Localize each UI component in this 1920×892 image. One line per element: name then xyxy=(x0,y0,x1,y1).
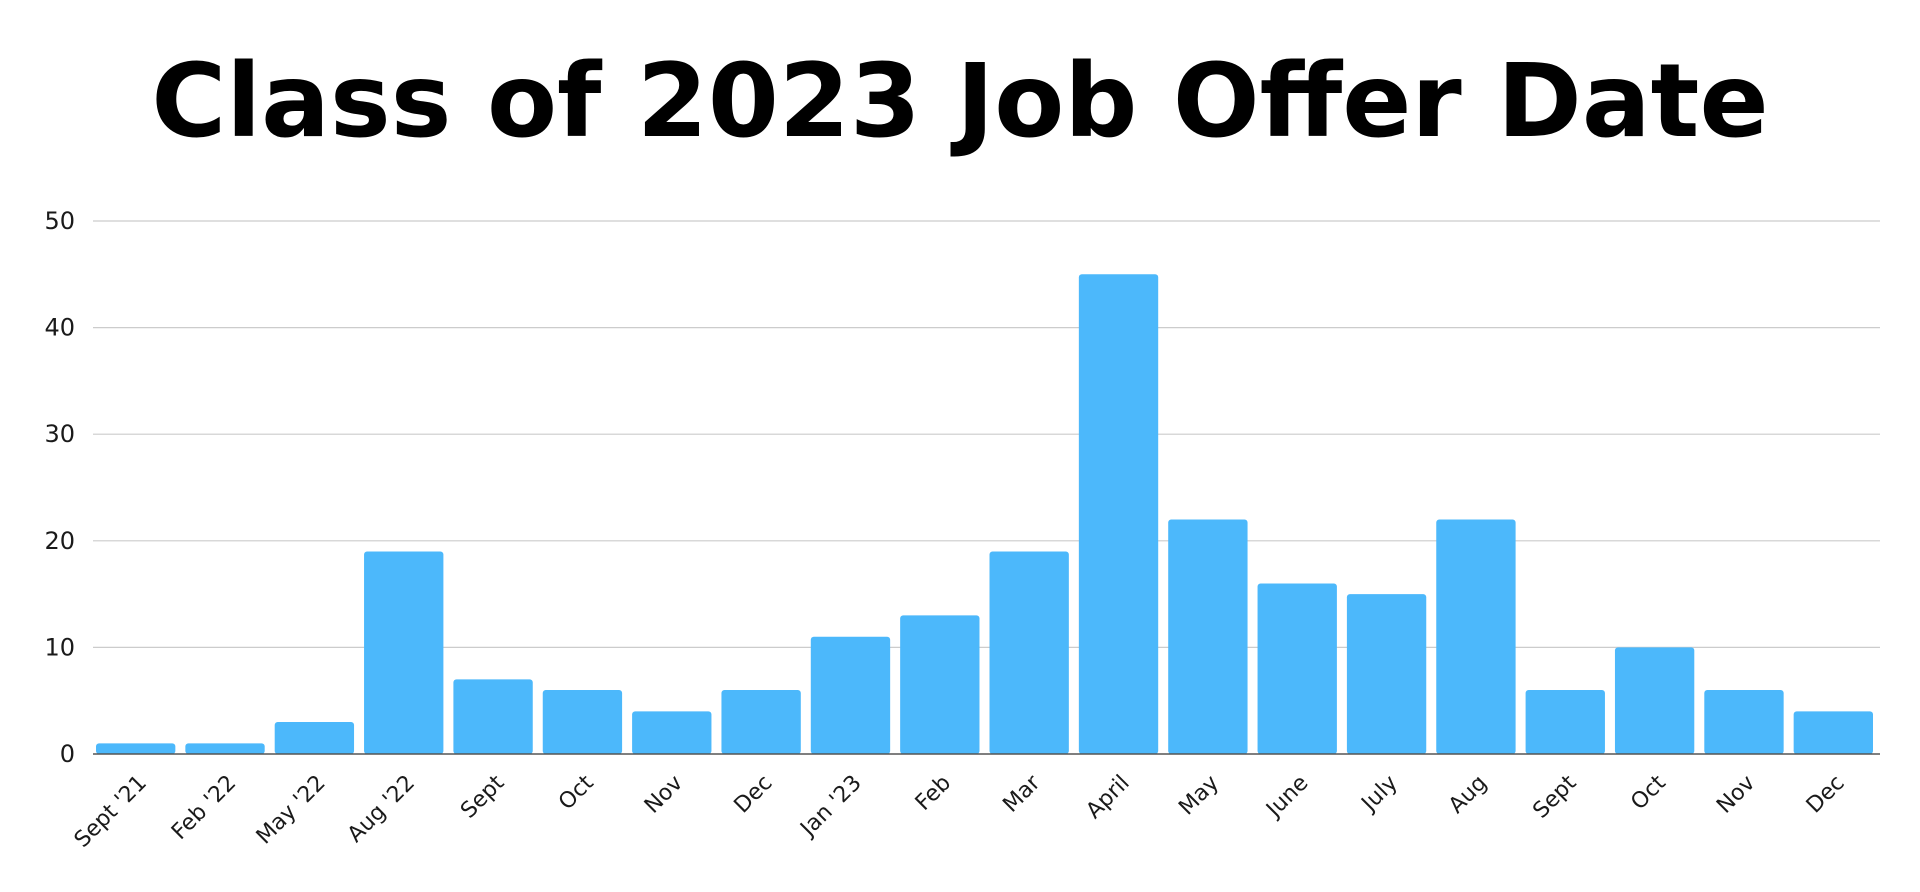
bar xyxy=(1793,711,1873,754)
chart-title: Class of 2023 Job Offer Date xyxy=(151,42,1769,161)
x-tick-label: Oct xyxy=(554,770,599,815)
y-tick-label: 10 xyxy=(44,633,75,661)
bar xyxy=(1346,594,1427,754)
x-tick-label: Oct xyxy=(1626,770,1671,815)
bar xyxy=(542,690,623,754)
y-tick-label: 40 xyxy=(44,314,75,342)
bar xyxy=(274,722,355,754)
x-tick-label: Aug '22 xyxy=(343,771,420,848)
x-tick-label: Sept xyxy=(456,770,509,823)
bar xyxy=(810,636,891,754)
bar xyxy=(900,615,980,754)
x-tick-label: Aug xyxy=(1444,771,1492,819)
x-tick-label: Nov xyxy=(640,771,688,819)
bar xyxy=(632,711,712,754)
bar xyxy=(1436,519,1516,754)
bar xyxy=(185,743,265,754)
bar xyxy=(364,551,444,754)
x-axis-labels: Sept '21 Feb '22 May '22 Aug '22 Sept Oct Nov D… xyxy=(70,770,1850,853)
bar xyxy=(1614,647,1695,754)
y-tick-label: 0 xyxy=(60,740,75,768)
bar xyxy=(721,690,801,754)
y-tick-label: 50 xyxy=(44,207,75,235)
x-tick-label: Sept '21 xyxy=(70,771,152,853)
bars xyxy=(96,274,1873,754)
bar xyxy=(1078,274,1159,754)
bar xyxy=(989,551,1069,754)
x-tick-label: Feb xyxy=(911,771,956,816)
bar xyxy=(453,679,533,754)
bar xyxy=(1704,690,1784,754)
x-tick-label: Dec xyxy=(1802,771,1850,819)
x-tick-label: April xyxy=(1082,771,1135,824)
x-tick-label: May '22 xyxy=(252,771,331,850)
gridlines xyxy=(93,220,1880,649)
x-tick-label: Jan '23 xyxy=(795,771,867,843)
y-tick-label: 30 xyxy=(44,420,75,448)
x-tick-label: July xyxy=(1356,771,1403,818)
bar xyxy=(96,743,176,754)
x-tick-label: Mar xyxy=(998,770,1046,818)
x-tick-label: Feb '22 xyxy=(167,771,241,845)
x-tick-label: Nov xyxy=(1712,771,1760,819)
x-tick-label: May xyxy=(1174,771,1224,821)
bar xyxy=(1257,583,1337,754)
y-axis-ticks: 0 10 20 30 40 50 xyxy=(44,207,75,768)
bar xyxy=(1168,519,1248,754)
x-tick-label: Dec xyxy=(730,771,778,819)
y-tick-label: 20 xyxy=(44,527,75,555)
x-tick-label: June xyxy=(1260,771,1313,824)
bar xyxy=(1525,690,1605,754)
x-tick-label: Sept xyxy=(1528,770,1581,823)
